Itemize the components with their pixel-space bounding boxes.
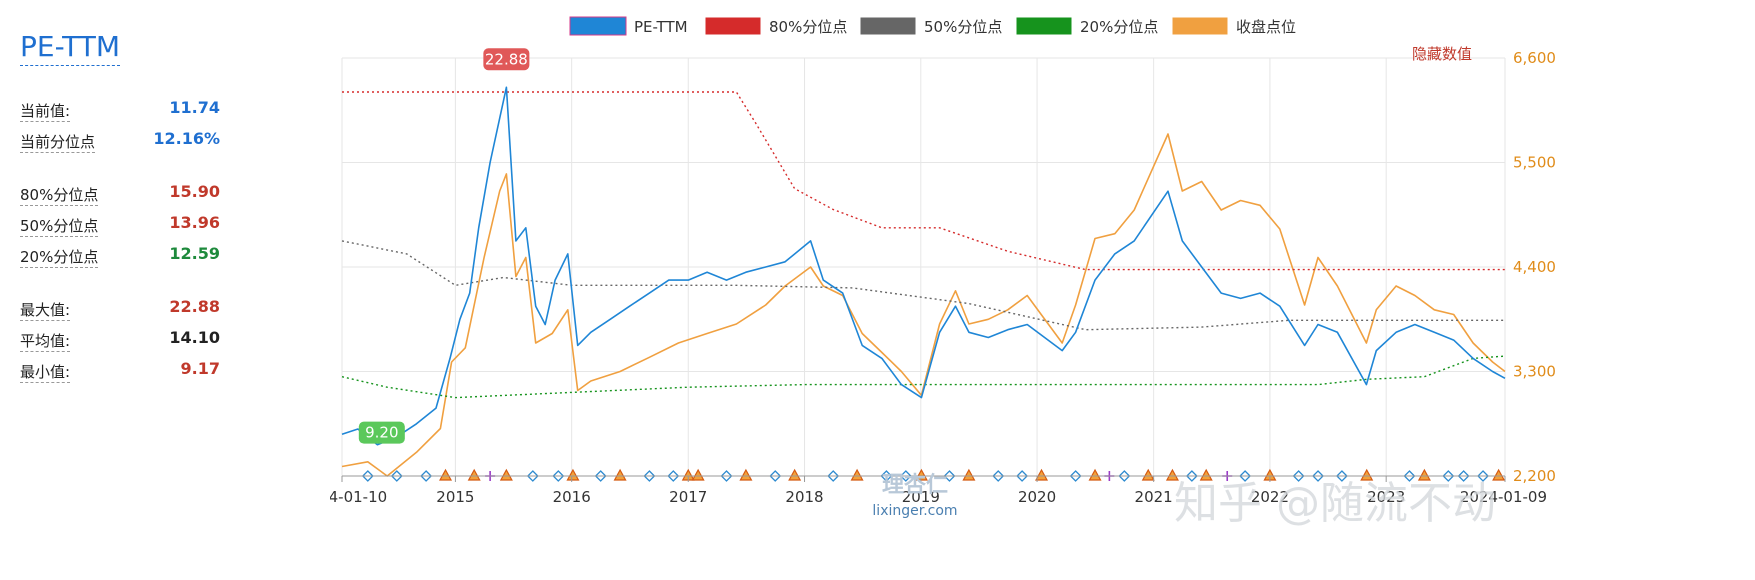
watermark-brand: 理杏仁 [882, 472, 948, 498]
x-tick-label: 2014-01-10 [330, 488, 387, 506]
hide-values-button[interactable]: 隐藏数值 [1412, 45, 1472, 63]
event-triangle [1199, 468, 1213, 481]
event-triangle [1492, 468, 1506, 481]
legend-label: 80%分位点 [769, 18, 847, 36]
stat-value: 15.90 [169, 182, 220, 201]
stat-label: 最大值: [20, 301, 71, 321]
annotation-badge [483, 48, 530, 71]
y-right-tick-label: 6,600 [1513, 49, 1556, 67]
stat-label: 当前分位点 [20, 133, 96, 153]
y-right-tick-label: 4,400 [1513, 258, 1556, 276]
x-tick-label: 2024-01-09 [1460, 488, 1547, 506]
x-tick-label: 2018 [785, 488, 823, 506]
chart-series [341, 86, 1506, 477]
stat-value: 11.74 [169, 98, 220, 117]
chart-legend[interactable]: PE-TTM 80%分位点 50%分位点 20%分位点 收盘点位 [569, 16, 1296, 36]
chart-grid [341, 57, 1506, 477]
chart-axes: 8121620242,2003,3004,4005,5006,6002014-0… [330, 49, 1556, 506]
event-triangle [1360, 468, 1374, 481]
event-triangle [566, 468, 580, 481]
y-right-tick-label: 2,200 [1513, 467, 1556, 485]
pe-ttm-chart[interactable]: 8121620242,2003,3004,4005,5006,6002014-0… [330, 0, 1750, 580]
stat-value: 13.96 [169, 213, 220, 232]
stat-label: 20%分位点 [20, 248, 99, 268]
event-triangle [1141, 468, 1155, 481]
x-tick-label: 2021 [1135, 488, 1173, 506]
event-triangle [499, 468, 513, 481]
y-right-tick-label: 3,300 [1513, 363, 1556, 381]
legend-label: PE-TTM [634, 18, 688, 36]
stat-value: 12.59 [169, 244, 220, 263]
stat-value: 14.10 [169, 328, 220, 347]
event-triangle [788, 468, 802, 481]
legend-label: 50%分位点 [924, 18, 1002, 36]
event-triangle [739, 468, 753, 481]
legend-swatch [859, 16, 917, 36]
stat-current-value: 当前值: 11.74 [20, 94, 220, 125]
x-tick-label: 2022 [1251, 488, 1289, 506]
metric-title[interactable]: PE-TTM [20, 30, 120, 66]
watermark-site: lixinger.com [872, 503, 957, 519]
legend-swatch [569, 16, 627, 36]
series-line-2 [341, 240, 1505, 331]
event-triangle [1035, 468, 1049, 481]
stats-panel: PE-TTM 当前值: 11.74 当前分位点 12.16% 80%分位点 15… [20, 30, 220, 386]
stat-current-percentile: 当前分位点 12.16% [20, 125, 220, 156]
stat-label: 当前值: [20, 102, 71, 122]
chart-annotations: 22.88 9.20 [358, 48, 530, 444]
event-triangle [691, 468, 705, 481]
stat-max: 最大值: 22.88 [20, 293, 220, 324]
stat-80-percentile: 80%分位点 15.90 [20, 178, 220, 209]
x-tick-label: 2019 [902, 488, 940, 506]
series-line-0 [341, 86, 1506, 446]
event-triangle [850, 468, 864, 481]
event-triangle [962, 468, 976, 481]
annotation-badge [358, 421, 405, 444]
event-triangle [613, 468, 627, 481]
stat-20-percentile: 20%分位点 12.59 [20, 240, 220, 271]
stat-mean: 平均值: 14.10 [20, 324, 220, 355]
annotation-label: 9.20 [365, 424, 398, 442]
x-tick-label: 2020 [1018, 488, 1056, 506]
event-triangle [914, 468, 928, 481]
stat-value: 9.17 [180, 359, 220, 378]
legend-swatch [1171, 16, 1229, 36]
annotation-label: 22.88 [485, 50, 528, 68]
x-tick-label: 2023 [1367, 488, 1405, 506]
event-triangle [1417, 468, 1431, 481]
stat-min: 最小值: 9.17 [20, 355, 220, 386]
stat-50-percentile: 50%分位点 13.96 [20, 209, 220, 240]
stat-value: 22.88 [169, 297, 220, 316]
watermark: 理杏仁 lixinger.com 知乎 @随流不动 [872, 472, 1496, 529]
stat-value: 12.16% [153, 129, 220, 148]
stat-label: 80%分位点 [20, 186, 99, 206]
x-tick-label: 2015 [436, 488, 474, 506]
x-tick-label: 2016 [553, 488, 591, 506]
series-line-1 [342, 91, 1505, 271]
legend-label: 收盘点位 [1236, 18, 1296, 36]
y-right-tick-label: 5,500 [1513, 154, 1556, 172]
event-triangle [439, 468, 453, 481]
event-triangle [467, 468, 481, 481]
stat-label: 平均值: [20, 332, 71, 352]
stat-label: 50%分位点 [20, 217, 99, 237]
legend-swatch [1015, 16, 1073, 36]
event-triangle [1088, 468, 1102, 481]
stat-label: 最小值: [20, 363, 71, 383]
series-line-4 [341, 133, 1506, 477]
watermark-author: 知乎 @随流不动 [1174, 478, 1496, 529]
event-triangle [1165, 468, 1179, 481]
legend-label: 20%分位点 [1080, 18, 1158, 36]
legend-swatch [704, 16, 762, 36]
x-tick-label: 2017 [669, 488, 707, 506]
legend-swatch-border [569, 16, 627, 36]
